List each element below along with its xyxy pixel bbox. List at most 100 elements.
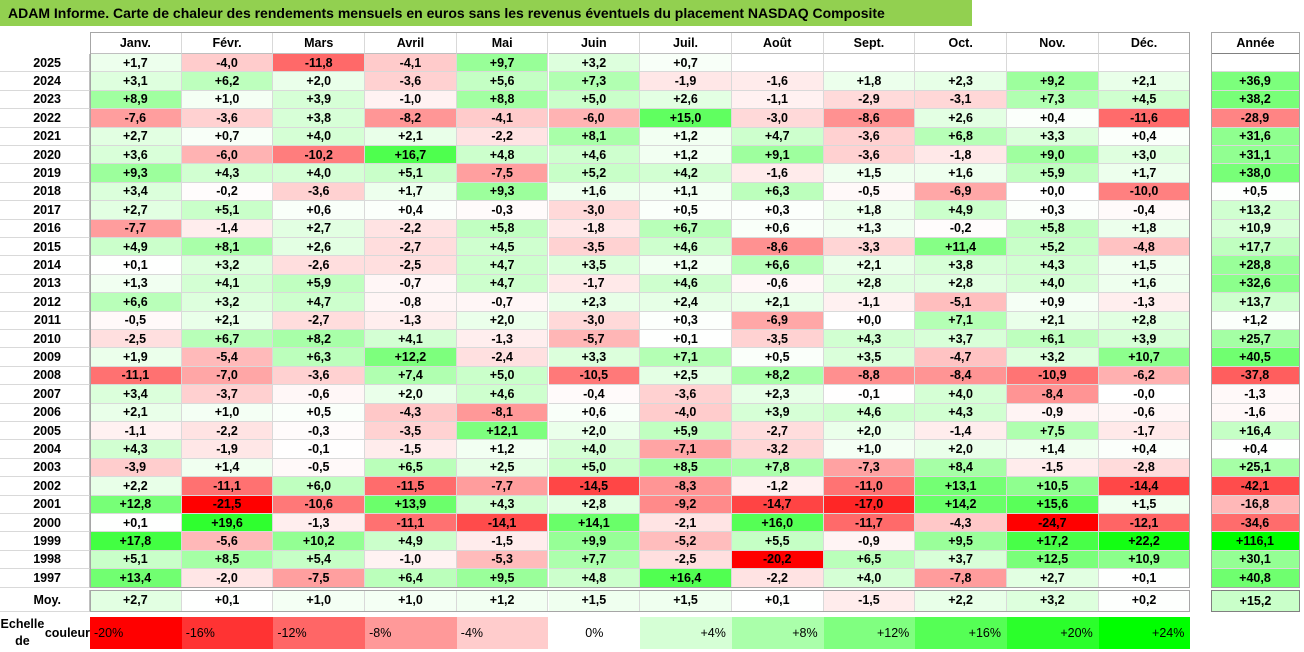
heatmap-cell: +9,3	[90, 164, 182, 183]
heatmap-cell: +2,0	[273, 72, 366, 91]
heatmap-cell: -2,2	[365, 219, 457, 238]
heatmap-cell: +1,2	[640, 127, 732, 146]
heatmap-cell: +0,9	[1007, 293, 1099, 312]
heatmap-cell: +2,3	[548, 293, 641, 312]
heatmap-cell: +9,9	[548, 532, 641, 551]
heatmap-cell: +5,8	[1007, 219, 1099, 238]
heatmap-cell: +2,4	[640, 293, 732, 312]
heatmap-cell: -11,1	[181, 477, 274, 496]
annual-cell: +38,0	[1211, 164, 1300, 183]
heatmap-cell: +5,5	[731, 532, 824, 551]
heatmap-cell: +0,4	[1007, 109, 1099, 128]
heatmap-cell: +0,1	[1098, 569, 1191, 588]
heatmap-cell: -3,6	[273, 366, 366, 386]
heatmap-cell: -14,7	[731, 495, 824, 514]
heatmap-cell: +1,2	[456, 440, 549, 459]
heatmap-cell: +6,3	[273, 348, 366, 367]
heatmap-cell: -11,0	[823, 477, 916, 496]
heatmap-cell: +9,1	[731, 146, 824, 165]
heatmap-cell: -2,4	[456, 348, 549, 367]
heatmap-cell: +0,5	[273, 403, 366, 422]
heatmap-cell: +4,1	[181, 274, 274, 294]
heatmap-cell: +4,3	[1007, 256, 1099, 275]
heatmap-cell: +14,1	[548, 514, 641, 533]
heatmap-cell: -0,1	[273, 440, 366, 459]
heatmap-cell: -3,6	[273, 182, 366, 202]
heatmap-cell: +16,7	[365, 146, 457, 165]
color-scale-swatch: +8%	[731, 617, 824, 649]
heatmap-cell: +7,5	[1007, 422, 1099, 441]
year-label: 2019	[0, 164, 90, 183]
heatmap-cell: +0,6	[731, 219, 824, 238]
heatmap-cell: +8,8	[456, 90, 549, 110]
heatmap-cell: +15,6	[1007, 495, 1099, 514]
heatmap-cell: +1,0	[181, 90, 274, 110]
heatmap-cell: -4,0	[181, 54, 274, 73]
heatmap-cell: -7,3	[823, 458, 916, 478]
heatmap-cell: +16,4	[640, 569, 732, 588]
heatmap-cell: +9,0	[1007, 146, 1099, 165]
year-label: 2004	[0, 440, 90, 459]
heatmap-cell: +3,7	[915, 330, 1007, 349]
heatmap-cell: -1,8	[915, 146, 1007, 165]
year-label: 2001	[0, 495, 90, 514]
heatmap-cell: +3,7	[915, 550, 1007, 570]
annual-cell: +38,2	[1211, 90, 1300, 110]
heatmap-cell: +2,1	[731, 293, 824, 312]
heatmap-cell: +6,7	[181, 330, 274, 349]
heatmap-cell: +3,5	[823, 348, 916, 367]
heatmap-cell: -0,5	[823, 182, 916, 202]
heatmap-cell: +2,8	[1098, 311, 1191, 330]
heatmap-cell: +2,6	[915, 109, 1007, 128]
average-annual-cell: +15,2	[1211, 589, 1300, 612]
heatmap-cell: -2,5	[640, 550, 732, 570]
heatmap-cell: -1,5	[365, 440, 457, 459]
heatmap-cell: +2,8	[915, 274, 1007, 294]
color-scale-label: Echelle de couleur	[0, 614, 90, 652]
heatmap-cell: +0,4	[365, 201, 457, 220]
heatmap-cell: +0,3	[731, 201, 824, 220]
heatmap-cell: +1,2	[640, 146, 732, 165]
heatmap-cell: -7,8	[915, 569, 1007, 588]
heatmap-cell: +4,3	[823, 330, 916, 349]
heatmap-cell: -1,6	[731, 72, 824, 91]
heatmap-cell: -0,2	[915, 219, 1007, 238]
average-cell: +0,2	[1098, 589, 1191, 612]
year-label: 2013	[0, 274, 90, 294]
heatmap-cell: -8,2	[365, 109, 457, 128]
heatmap-cell: -7,6	[90, 109, 182, 128]
heatmap-cell: +9,3	[456, 182, 549, 202]
heatmap-cell: -2,7	[273, 311, 366, 330]
heatmap-cell: +4,6	[823, 403, 916, 422]
year-label: 1997	[0, 569, 90, 588]
average-cell: +2,2	[915, 589, 1007, 612]
year-label: 2016	[0, 219, 90, 238]
year-label: 2000	[0, 514, 90, 533]
heatmap-cell: +13,9	[365, 495, 457, 514]
heatmap-cell: +4,7	[273, 293, 366, 312]
heatmap-cell: +0,7	[181, 127, 274, 146]
heatmap-cell: +2,1	[365, 127, 457, 146]
year-label: 2007	[0, 385, 90, 404]
heatmap-cell: +3,6	[90, 146, 182, 165]
heatmap-cell: +5,0	[548, 90, 641, 110]
heatmap-cell: -2,2	[456, 127, 549, 146]
heatmap-cell: +19,6	[181, 514, 274, 533]
heatmap-cell: -0,7	[365, 274, 457, 294]
heatmap-cell: -1,6	[731, 164, 824, 183]
annual-cell: +10,9	[1211, 219, 1300, 238]
heatmap-cell: +2,2	[90, 477, 182, 496]
heatmap-cell: -11,1	[365, 514, 457, 533]
heatmap-cell: +1,6	[915, 164, 1007, 183]
year-label: 1999	[0, 532, 90, 551]
heatmap-cell: +5,1	[90, 550, 182, 570]
heatmap-cell: +0,5	[640, 201, 732, 220]
average-cell: +2,7	[90, 589, 182, 612]
heatmap-cell: +15,0	[640, 109, 732, 128]
heatmap-cell: +1,8	[823, 72, 916, 91]
annual-cell: +0,5	[1211, 182, 1300, 202]
heatmap-cell: -3,6	[365, 72, 457, 91]
heatmap-cell: -3,9	[90, 458, 182, 478]
month-header: Août	[731, 32, 824, 54]
heatmap-cell: -3,1	[915, 90, 1007, 110]
